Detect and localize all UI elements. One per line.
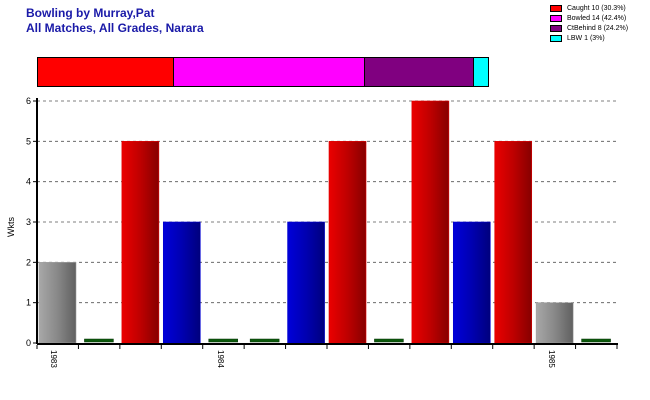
bar [121,141,160,344]
bar [494,141,533,344]
y-tick-label: 5 [26,136,31,146]
chart-title: Bowling by Murray,Pat [26,6,155,20]
legend-swatch-caught [550,5,562,12]
bar-zero [249,338,280,343]
legend-label-bowled: Bowled 14 (42.4%) [567,15,627,22]
x-tick-label: 1984 [216,350,225,368]
legend-label-lbw: LBW 1 (3%) [567,35,605,42]
y-axis-label: Wkts [6,217,16,237]
bar [535,302,574,344]
bar [38,262,77,344]
bar-zero [581,338,611,343]
y-tick-label: 2 [26,257,31,267]
legend-swatch-bowled [550,15,562,22]
legend-swatch-ctbehind [550,25,562,32]
x-tick-label: 1985 [547,350,556,368]
chart-subtitle: All Matches, All Grades, Narara [26,21,204,35]
bar [328,141,367,344]
y-tick-label: 4 [26,177,31,187]
bar [287,221,325,344]
y-tick-label: 6 [26,96,31,106]
share-segment-lbw [474,58,488,86]
legend-swatch-lbw [550,35,562,42]
bar [452,221,491,344]
y-tick-label: 1 [26,298,31,308]
bar [162,221,201,344]
share-segment-ctbehind [365,58,475,86]
legend-label-ctbehind: CtBehind 8 (24.2%) [567,25,629,32]
dismissal-share-bar [37,57,489,87]
bar [411,100,450,344]
share-segment-bowled [174,58,366,86]
y-tick-label: 3 [26,217,31,227]
y-tick-label: 0 [26,338,31,348]
share-segment-caught [38,58,175,86]
x-tick-label: 1983 [49,350,58,368]
bar-zero [84,338,114,343]
bar-zero [208,338,238,343]
bar-zero [374,338,404,343]
legend-label-caught: Caught 10 (30.3%) [567,5,626,12]
